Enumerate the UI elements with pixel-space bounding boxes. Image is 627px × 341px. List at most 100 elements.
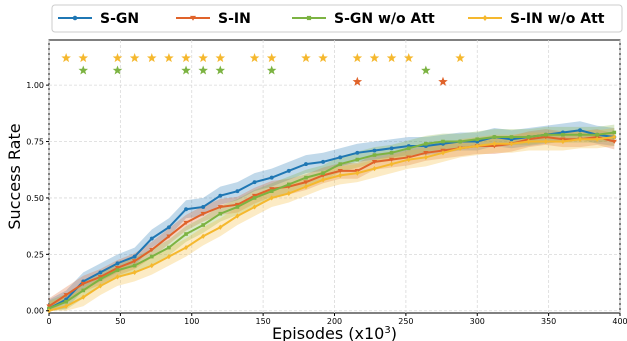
star-s-in-w-o-att [147,53,157,63]
x-tick-label: 100 [184,317,199,326]
point-s-in [46,304,52,309]
point-s-gn-w-o-att [252,196,257,200]
y-tick-label: 1.00 [26,81,44,90]
point-s-in-w-o-att [492,141,497,147]
star-s-in-w-o-att [129,53,140,63]
point-s-gn [321,159,326,164]
point-s-in [251,193,258,199]
band-s-in-w-o-att [49,127,615,311]
point-s-gn [235,189,240,194]
point-s-in-w-o-att [389,161,394,167]
point-s-in-w-o-att [166,253,171,260]
significance-stars [61,53,465,86]
point-s-in-w-o-att [303,184,309,190]
point-s-gn-w-o-att [132,263,137,268]
point-s-in [371,160,378,165]
x-tick-label: 0 [46,317,51,326]
x-tick-label: 250 [398,317,413,326]
point-s-gn [389,146,394,151]
point-s-gn-w-o-att [406,146,411,151]
legend-label-s-gn: S-GN [100,11,139,27]
point-s-gn-w-o-att [304,175,308,180]
point-s-in [149,248,155,253]
point-s-in [183,220,189,226]
point-s-gn-w-o-att [475,137,480,142]
star-s-gn-w-o-att [421,65,431,75]
star-s-in-w-o-att [215,53,226,63]
point-s-in-w-o-att [372,166,377,172]
star-s-gn-w-o-att [78,65,89,75]
star-s-in-w-o-att [369,53,380,63]
legend: S-GN S-IN S-GN w/o Att S-IN w/o Att [51,4,623,33]
point-s-gn-w-o-att [595,132,599,137]
point-s-in [234,202,241,208]
line-s-gn [48,129,615,310]
point-s-gn-w-o-att [612,130,617,135]
star-s-in-w-o-att [198,53,208,63]
y-axis-ticks: 0.00 0.25 0.50 0.75 1.00 [26,81,49,316]
point-s-in-w-o-att [475,143,480,149]
point-s-gn-w-o-att [269,189,274,193]
point-s-in-w-o-att [269,195,274,201]
point-s-gn-w-o-att [355,157,360,162]
x-tick-label: 400 [612,317,627,326]
point-s-in-w-o-att [560,138,565,145]
x-axis-ticks: 0 50 100 150 200 250 300 350 400 [46,313,627,326]
point-s-gn [372,148,377,153]
star-s-in-w-o-att [318,53,328,63]
point-s-in-w-o-att [423,154,428,160]
point-s-gn-w-o-att [184,232,188,236]
point-s-in [132,259,138,264]
point-s-gn-w-o-att [441,139,445,144]
point-s-gn [201,205,206,209]
point-s-gn-w-o-att [218,211,223,216]
point-s-gn [269,175,274,180]
star-s-in-w-o-att [352,53,363,63]
point-s-in [337,169,343,174]
star-s-in-w-o-att [249,53,260,63]
star-s-in-w-o-att [78,53,89,63]
star-s-gn-w-o-att [215,65,226,75]
legend-box [51,4,623,33]
point-s-in [303,180,309,185]
point-s-gn [98,270,103,275]
point-s-gn [578,128,582,133]
point-s-in-w-o-att [612,134,617,140]
point-s-gn [184,207,188,212]
point-s-in-w-o-att [183,244,189,251]
point-s-in-w-o-att [440,150,446,156]
x-tick-label: 350 [541,317,556,326]
point-s-gn-w-o-att [235,205,240,209]
legend-marker-s-in [190,15,196,21]
point-s-gn [304,162,308,167]
star-s-in-w-o-att [455,53,465,63]
point-s-gn [286,168,291,173]
y-tick-label: 0.75 [26,138,44,147]
point-s-gn-w-o-att [321,171,325,175]
point-s-in-w-o-att [252,204,257,210]
legend-label-s-in-w-o-att: S-IN w/o Att [510,11,605,27]
point-s-gn [218,193,223,198]
point-s-in-w-o-att [201,233,206,239]
confidence-bands [49,121,615,311]
line-s-in-w-o-att [48,136,615,312]
point-s-gn [132,254,137,259]
point-s-in-w-o-att [595,136,600,142]
point-s-gn-w-o-att [115,268,120,272]
point-s-in-w-o-att [577,136,583,142]
line-s-gn-w-o-att [48,131,615,310]
star-s-in-w-o-att [301,53,311,63]
star-s-in-w-o-att [181,53,191,63]
star-s-in-w-o-att [164,53,174,63]
point-s-gn-w-o-att [98,277,103,281]
star-s-in-w-o-att [403,53,414,63]
point-s-gn-w-o-att [338,162,343,166]
point-s-in-w-o-att [64,303,69,309]
star-s-gn-w-o-att [181,65,191,75]
star-s-gn-w-o-att [266,65,277,75]
point-s-gn-w-o-att [543,132,548,137]
point-s-in-w-o-att [286,190,291,197]
star-s-in-w-o-att [266,53,277,63]
point-s-in-w-o-att [458,145,463,151]
point-s-in-w-o-att [355,170,360,176]
